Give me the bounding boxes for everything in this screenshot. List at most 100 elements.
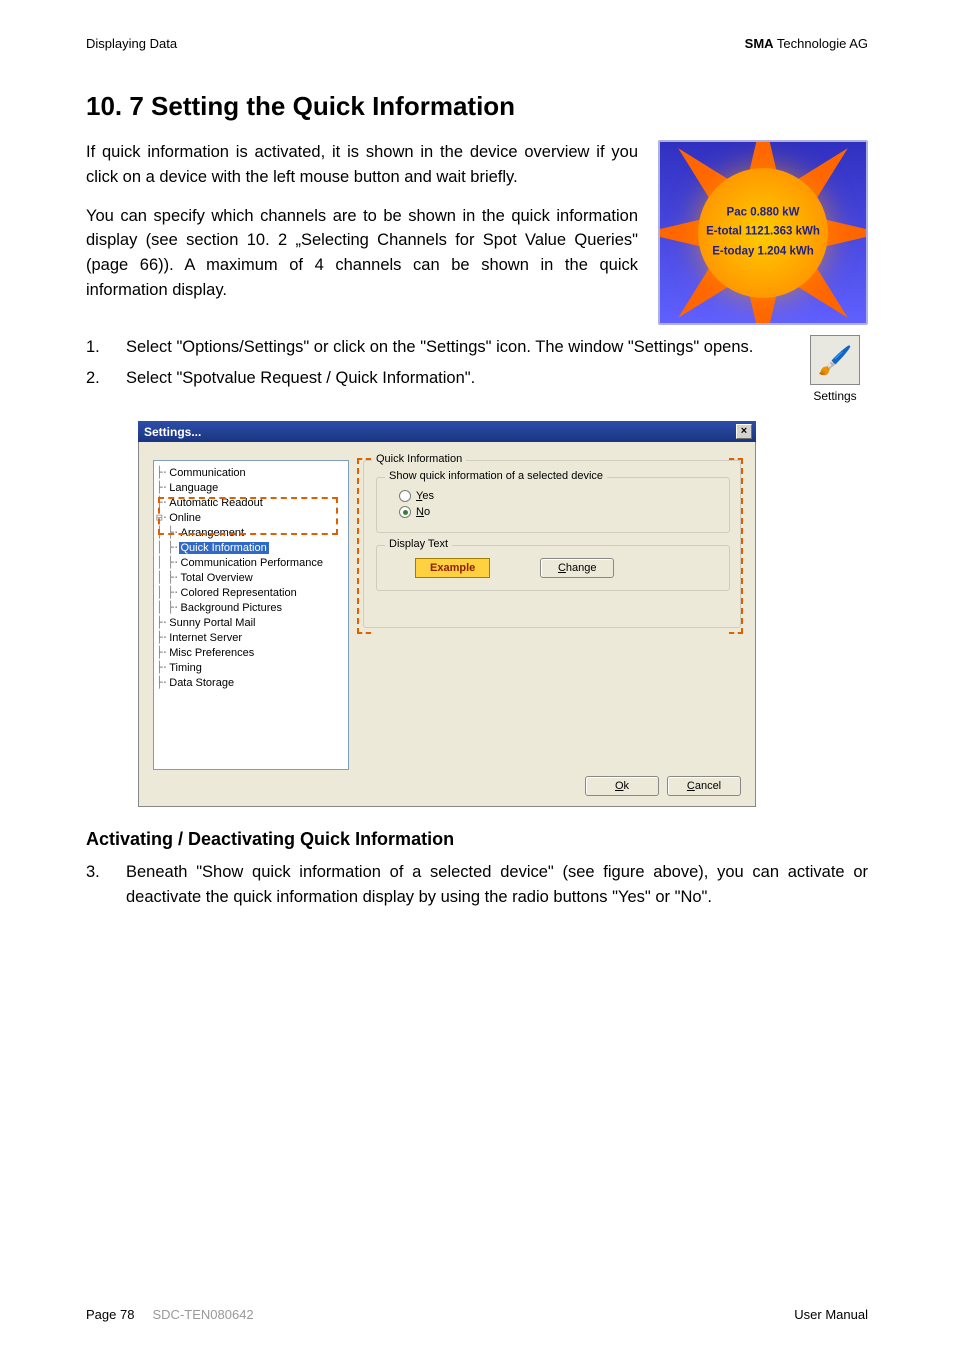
settings-tree[interactable]: ├·Communication ├·Language ├·Automatic R… <box>153 460 349 770</box>
tree-item-label: Communication <box>167 467 247 479</box>
step-text: Beneath "Show quick information of a sel… <box>126 860 868 910</box>
tree-item-label: Language <box>167 482 220 494</box>
page-footer: Page 78 SDC-TEN080642 User Manual <box>86 1307 868 1322</box>
radio-yes-label: Yes <box>416 490 434 502</box>
radio-no-row[interactable]: No <box>399 506 719 518</box>
tree-item-label: Misc Preferences <box>167 647 256 659</box>
cancel-button[interactable]: Cancel <box>667 776 741 796</box>
example-preview: Example <box>415 558 490 578</box>
header-left: Displaying Data <box>86 36 177 51</box>
step-text: Select "Options/Settings" or click on th… <box>126 335 786 360</box>
tree-item[interactable]: │ ├·Quick Information <box>156 540 346 555</box>
tree-item[interactable]: ├·Communication <box>156 465 346 480</box>
step-3: 3. Beneath "Show quick information of a … <box>86 860 868 910</box>
tree-item[interactable]: │ ├·Colored Representation <box>156 585 346 600</box>
quick-info-preview: Pac 0.880 kW E-total 1121.363 kWh E-toda… <box>658 140 868 325</box>
radio-yes-row[interactable]: Yes <box>399 490 719 502</box>
tree-item-label: Quick Information <box>179 542 269 554</box>
header-company: Technologie AG <box>774 36 868 51</box>
tree-branch-icon: │ ├· <box>156 601 179 614</box>
tree-branch-icon: ⊟· <box>156 511 167 524</box>
tree-branch-icon: │ ├· <box>156 541 179 554</box>
radio-no-label: No <box>416 506 430 518</box>
step-number: 2. <box>86 366 108 391</box>
step-2: 2. Select "Spotvalue Request / Quick Inf… <box>86 366 786 391</box>
display-text-row: Example Change <box>387 558 719 578</box>
radio-icon[interactable] <box>399 490 411 502</box>
tree-branch-icon: │ ├· <box>156 571 179 584</box>
paragraph-2: You can specify which channels are to be… <box>86 204 638 303</box>
dialog-body: ├·Communication ├·Language ├·Automatic R… <box>138 442 756 807</box>
step-text: Select "Spotvalue Request / Quick Inform… <box>126 366 786 391</box>
page: Displaying Data SMA Technologie AG 10. 7… <box>0 0 954 1352</box>
sun-ray <box>658 219 703 247</box>
quick-info-values: Pac 0.880 kW E-total 1121.363 kWh E-toda… <box>706 203 820 262</box>
settings-icon-label: Settings <box>802 389 868 403</box>
tree-branch-icon: ├· <box>156 496 167 509</box>
tree-branch-icon: ├· <box>156 661 167 674</box>
header-brand: SMA <box>745 36 774 51</box>
tree-item-label: Colored Representation <box>179 587 299 599</box>
tree-item[interactable]: │ ├·Background Pictures <box>156 600 346 615</box>
intro-row: If quick information is activated, it is… <box>86 140 868 325</box>
tree-item[interactable]: ├·Data Storage <box>156 675 346 690</box>
tree-item-label: Data Storage <box>167 677 236 689</box>
tree-item[interactable]: ├·Timing <box>156 660 346 675</box>
settings-right-panel: Quick Information Show quick information… <box>363 460 741 770</box>
tree-branch-icon: │ ├· <box>156 526 179 539</box>
subgroup-legend: Show quick information of a selected dev… <box>385 470 607 482</box>
group-legend: Quick Information <box>372 453 466 465</box>
sun-ray <box>823 219 868 247</box>
tree-branch-icon: ├· <box>156 676 167 689</box>
tree-item[interactable]: │ ├·Arrangement <box>156 525 346 540</box>
tree-item[interactable]: ├·Internet Server <box>156 630 346 645</box>
settings-icon[interactable]: 🖌️ <box>810 335 860 385</box>
intro-text-col: If quick information is activated, it is… <box>86 140 638 325</box>
tree-item-label: Arrangement <box>179 527 247 539</box>
tree-item[interactable]: │ ├·Communication Performance <box>156 555 346 570</box>
close-icon[interactable]: × <box>736 424 752 439</box>
tree-item-label: Total Overview <box>179 572 255 584</box>
footer-right: User Manual <box>794 1307 868 1322</box>
tree-branch-icon: │ ├· <box>156 586 179 599</box>
tree-item-label: Timing <box>167 662 204 674</box>
tree-item[interactable]: │ ├·Total Overview <box>156 570 346 585</box>
tree-item[interactable]: ├·Misc Preferences <box>156 645 346 660</box>
display-text-group: Display Text Example Change <box>376 545 730 591</box>
step-number: 3. <box>86 860 108 910</box>
radio-icon[interactable] <box>399 506 411 518</box>
page-number: Page 78 <box>86 1307 134 1322</box>
brush-icon: 🖌️ <box>818 344 853 377</box>
change-button[interactable]: Change <box>540 558 614 578</box>
tree-item[interactable]: ⊟·Online <box>156 510 346 525</box>
tree-branch-icon: ├· <box>156 481 167 494</box>
tree-item-label: Internet Server <box>167 632 244 644</box>
doc-id: SDC-TEN080642 <box>153 1307 254 1322</box>
show-quick-info-group: Show quick information of a selected dev… <box>376 477 730 533</box>
subsection-heading: Activating / Deactivating Quick Informat… <box>86 829 868 850</box>
tree-item[interactable]: ├·Automatic Readout <box>156 495 346 510</box>
dialog-titlebar[interactable]: Settings... × <box>138 421 756 442</box>
display-text-legend: Display Text <box>385 538 452 550</box>
tree-item[interactable]: ├·Sunny Portal Mail <box>156 615 346 630</box>
tree-item-label: Background Pictures <box>179 602 285 614</box>
dialog-title: Settings... <box>144 425 201 439</box>
tree-branch-icon: │ ├· <box>156 556 179 569</box>
tree-item-label: Communication Performance <box>179 557 325 569</box>
tree-branch-icon: ├· <box>156 616 167 629</box>
ok-button[interactable]: Ok <box>585 776 659 796</box>
tree-branch-icon: ├· <box>156 631 167 644</box>
pac-value: Pac 0.880 kW <box>706 203 820 223</box>
steps-column: 1. Select "Options/Settings" or click on… <box>86 335 786 397</box>
tree-item-label: Sunny Portal Mail <box>167 617 257 629</box>
header-right: SMA Technologie AG <box>745 36 868 51</box>
steps-block: 1. Select "Options/Settings" or click on… <box>86 335 868 403</box>
tree-item-label: Online <box>167 512 203 524</box>
settings-icon-block: 🖌️ Settings <box>802 335 868 403</box>
footer-left: Page 78 SDC-TEN080642 <box>86 1307 254 1322</box>
tree-item[interactable]: ├·Language <box>156 480 346 495</box>
etotal-value: E-total 1121.363 kWh <box>706 223 820 243</box>
etoday-value: E-today 1.204 kWh <box>706 242 820 262</box>
tree-branch-icon: ├· <box>156 646 167 659</box>
settings-dialog: Settings... × ├·Communication ├·Language… <box>138 421 756 807</box>
